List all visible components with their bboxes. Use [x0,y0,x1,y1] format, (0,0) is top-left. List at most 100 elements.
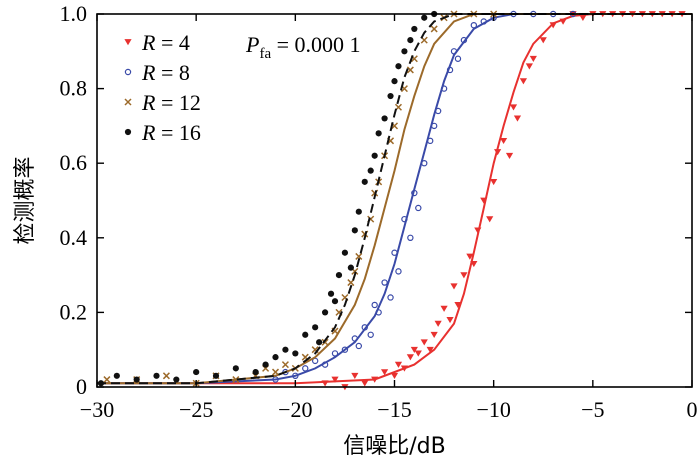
data-point [525,63,533,70]
data-point [347,279,355,287]
y-tick-label: 0.6 [60,150,88,175]
data-point [529,55,537,62]
series-4 [97,11,692,391]
data-point [513,115,522,122]
data-point [411,25,418,33]
data-point [381,279,388,286]
data-point [321,309,329,316]
legend-entry: R = 12 [141,90,201,115]
data-point [124,39,132,46]
data-point [312,324,319,331]
data-point [252,368,259,376]
data-point [395,63,402,70]
y-tick-label: 0 [76,374,87,399]
data-point [446,316,454,324]
series-16 [97,10,692,387]
y-tick-label: 0.2 [60,299,88,324]
x-tick-label: −10 [476,397,510,422]
data-point [351,227,358,234]
data-point [460,272,468,279]
axis-ticks [96,13,693,388]
y-axis-title: 检测概率 [13,156,38,244]
data-point [415,204,422,212]
data-point [440,305,448,312]
data-point [466,253,474,260]
data-point [262,361,269,368]
data-point [395,268,402,275]
data-point [321,338,329,346]
data-point [539,37,547,44]
fit-curve [97,13,692,385]
x-tick-label: −5 [581,397,604,422]
data-point [193,368,200,376]
data-point [173,376,180,383]
data-point [421,14,428,21]
y-tick-label: 0.4 [60,225,88,250]
data-point [341,346,349,353]
data-point [430,25,438,33]
data-point [406,66,414,74]
data-point [434,320,442,327]
x-tick-label: −15 [377,397,411,422]
x-tick-label: −30 [80,397,114,422]
data-point [331,376,339,383]
data-point [355,208,362,215]
data-point [124,128,132,136]
data-point [579,14,587,21]
data-point [361,178,368,185]
y-tick-label: 0.8 [60,76,88,101]
annotation-value: = 0.000 1 [271,32,360,57]
data-point [391,78,398,85]
legend-entry: R = 4 [141,30,190,55]
data-point [327,290,335,297]
data-point [232,365,239,372]
data-point [401,48,408,55]
data-point [361,380,369,387]
data-point [103,376,111,384]
data-point [406,354,414,361]
data-point [430,331,438,339]
data-point [335,272,343,279]
data-point [124,98,132,106]
legend: R = 4 R = 8 R = 12 R = 16 [124,30,201,145]
data-point [380,369,389,376]
data-point [367,167,374,174]
annotation-subscript: fa [259,46,271,62]
data-point [414,350,422,357]
axis-tick-labels: −30 −25 −20 −15 −10 −5 0 0 0.2 0.4 0.6 0.8 1.0 [60,1,698,422]
data-point [355,342,362,350]
data-point [371,301,378,309]
fit-curve [97,13,692,385]
data-point [387,92,394,100]
data-point [450,283,458,290]
data-point [212,372,220,379]
data-point [410,346,418,353]
data-point [367,331,374,338]
series-8 [97,10,692,385]
false-alarm-probability-annotation: Pfa = 0.000 1 [245,32,361,62]
data-point [272,354,279,361]
data-point [454,55,462,62]
x-tick-label: −25 [179,397,213,422]
data-point [394,361,403,368]
data-point [420,339,428,346]
data-point [407,234,414,241]
data-point [381,115,388,122]
data-point [407,37,414,44]
data-point [347,264,354,271]
data-point [390,372,399,380]
data-point [519,78,528,85]
data-point [302,365,309,372]
data-point [509,104,518,111]
legend-entry: R = 8 [141,60,190,85]
data-point [375,130,382,137]
data-point [302,331,309,338]
data-point [331,298,339,305]
data-point [499,137,508,145]
data-point [426,346,434,353]
data-point [281,361,289,369]
data-point [162,372,170,380]
data-point [371,152,378,159]
data-point [113,372,120,379]
